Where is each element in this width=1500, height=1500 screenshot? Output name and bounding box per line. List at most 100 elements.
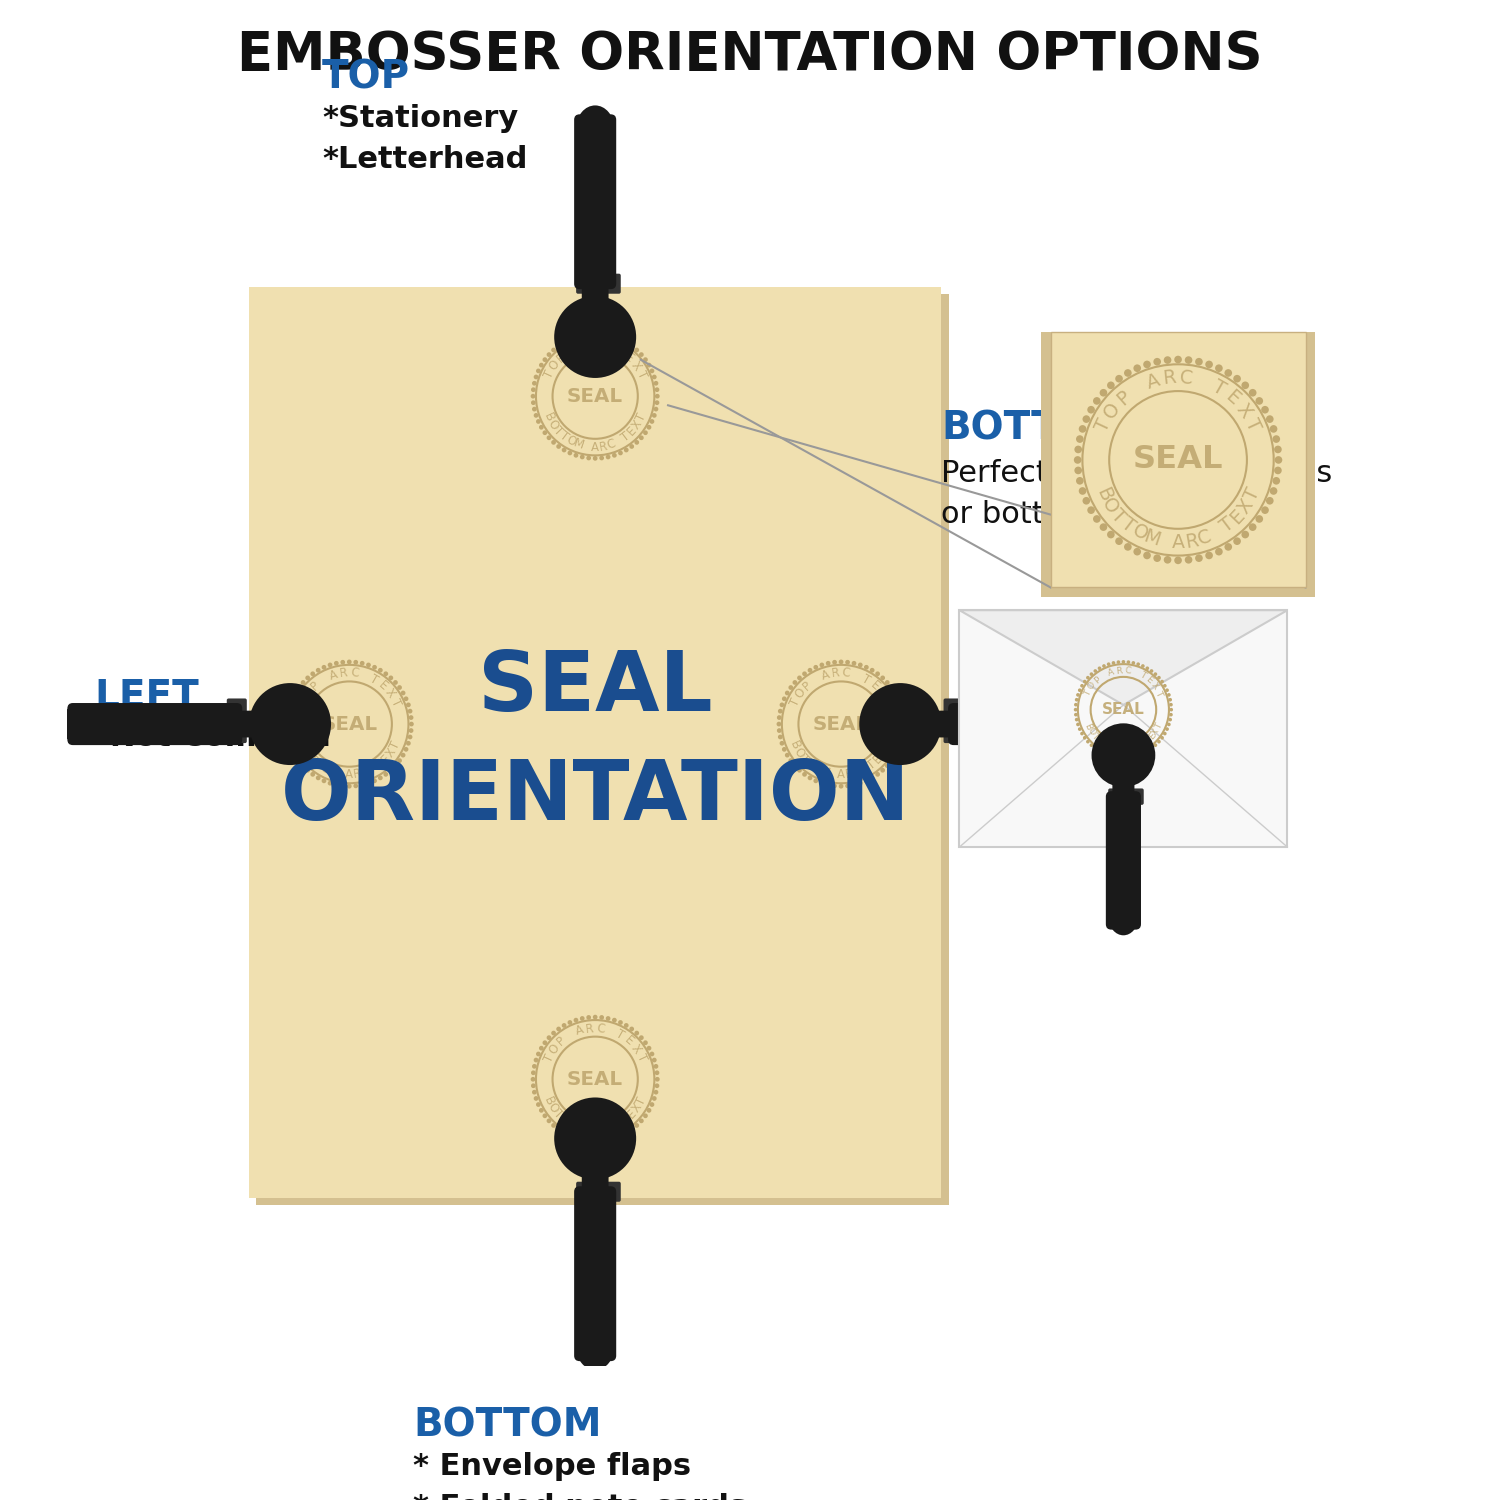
Circle shape bbox=[393, 764, 398, 768]
Text: SEAL: SEAL bbox=[567, 387, 622, 405]
Circle shape bbox=[1206, 552, 1214, 560]
Text: T: T bbox=[388, 740, 404, 752]
Circle shape bbox=[1074, 712, 1077, 717]
Text: T: T bbox=[1218, 514, 1237, 537]
Circle shape bbox=[334, 662, 339, 666]
Circle shape bbox=[1167, 693, 1170, 696]
Circle shape bbox=[896, 696, 900, 700]
Circle shape bbox=[378, 776, 382, 780]
FancyBboxPatch shape bbox=[1108, 789, 1122, 806]
Circle shape bbox=[1142, 664, 1144, 668]
Text: BOTTOM: BOTTOM bbox=[413, 1407, 602, 1444]
Circle shape bbox=[534, 1058, 538, 1062]
Text: E: E bbox=[867, 678, 882, 693]
Circle shape bbox=[1256, 514, 1263, 523]
Text: P: P bbox=[309, 678, 322, 693]
Circle shape bbox=[807, 668, 813, 672]
Circle shape bbox=[1124, 369, 1131, 376]
Circle shape bbox=[1233, 375, 1240, 382]
Circle shape bbox=[1107, 531, 1114, 538]
Circle shape bbox=[650, 1102, 654, 1107]
Ellipse shape bbox=[1088, 705, 1132, 742]
Text: A: A bbox=[591, 1124, 598, 1137]
Circle shape bbox=[372, 778, 376, 783]
Text: E: E bbox=[376, 678, 390, 693]
Text: R: R bbox=[352, 766, 363, 782]
Text: R: R bbox=[598, 440, 609, 453]
Circle shape bbox=[600, 1138, 604, 1143]
Text: E: E bbox=[870, 752, 885, 766]
Circle shape bbox=[580, 333, 585, 338]
Circle shape bbox=[833, 660, 837, 664]
Circle shape bbox=[1269, 488, 1278, 495]
Circle shape bbox=[624, 1023, 628, 1028]
Circle shape bbox=[606, 1137, 610, 1143]
Circle shape bbox=[327, 782, 333, 786]
Text: O: O bbox=[564, 1116, 579, 1132]
Text: C: C bbox=[596, 1022, 604, 1035]
Circle shape bbox=[567, 338, 573, 342]
Text: X: X bbox=[630, 1101, 645, 1114]
Text: O: O bbox=[544, 1101, 561, 1116]
FancyBboxPatch shape bbox=[574, 114, 616, 290]
Circle shape bbox=[1156, 740, 1161, 744]
Circle shape bbox=[550, 1030, 556, 1035]
Circle shape bbox=[1250, 388, 1257, 396]
Text: T: T bbox=[1092, 416, 1114, 435]
Circle shape bbox=[880, 768, 885, 772]
Circle shape bbox=[1242, 381, 1250, 388]
Circle shape bbox=[796, 768, 802, 772]
Text: T: T bbox=[1209, 376, 1228, 399]
Circle shape bbox=[789, 686, 794, 690]
Circle shape bbox=[561, 447, 567, 453]
Circle shape bbox=[1083, 736, 1086, 740]
Circle shape bbox=[839, 784, 843, 789]
Circle shape bbox=[1146, 666, 1149, 670]
Circle shape bbox=[1143, 360, 1150, 369]
Circle shape bbox=[600, 332, 604, 336]
Text: EMBOSSER ORIENTATION OPTIONS: EMBOSSER ORIENTATION OPTIONS bbox=[237, 28, 1263, 81]
Text: C: C bbox=[1179, 368, 1194, 388]
Circle shape bbox=[573, 334, 579, 339]
FancyBboxPatch shape bbox=[922, 711, 957, 738]
Circle shape bbox=[1086, 740, 1089, 744]
Circle shape bbox=[1107, 753, 1110, 758]
Circle shape bbox=[789, 758, 794, 764]
Circle shape bbox=[1074, 446, 1082, 453]
Circle shape bbox=[546, 352, 552, 357]
Text: T: T bbox=[1138, 670, 1148, 681]
Circle shape bbox=[408, 716, 414, 720]
Circle shape bbox=[1131, 662, 1136, 664]
Circle shape bbox=[1078, 424, 1086, 432]
Circle shape bbox=[408, 710, 413, 714]
Circle shape bbox=[1102, 664, 1106, 668]
Circle shape bbox=[1076, 477, 1083, 484]
Circle shape bbox=[538, 1108, 543, 1113]
Circle shape bbox=[346, 784, 351, 789]
Text: A: A bbox=[821, 668, 831, 682]
Text: *Stationery: *Stationery bbox=[322, 104, 518, 134]
Text: T: T bbox=[634, 1052, 648, 1064]
Circle shape bbox=[858, 782, 862, 786]
Circle shape bbox=[550, 440, 556, 444]
Text: X: X bbox=[630, 419, 645, 432]
Text: P: P bbox=[555, 351, 568, 364]
Circle shape bbox=[532, 1064, 537, 1068]
Text: B: B bbox=[788, 740, 802, 752]
Circle shape bbox=[624, 447, 628, 453]
Circle shape bbox=[1076, 693, 1080, 696]
Circle shape bbox=[1185, 556, 1192, 564]
Circle shape bbox=[1076, 435, 1083, 442]
FancyBboxPatch shape bbox=[576, 273, 592, 294]
Circle shape bbox=[388, 768, 393, 772]
Text: X: X bbox=[1149, 681, 1160, 692]
Circle shape bbox=[286, 735, 291, 740]
Circle shape bbox=[1131, 754, 1136, 759]
Circle shape bbox=[1274, 446, 1281, 453]
Circle shape bbox=[536, 1052, 542, 1056]
Circle shape bbox=[543, 357, 548, 362]
Circle shape bbox=[316, 668, 321, 672]
Circle shape bbox=[554, 1098, 636, 1179]
Circle shape bbox=[1092, 723, 1155, 788]
Text: R: R bbox=[1184, 531, 1200, 552]
